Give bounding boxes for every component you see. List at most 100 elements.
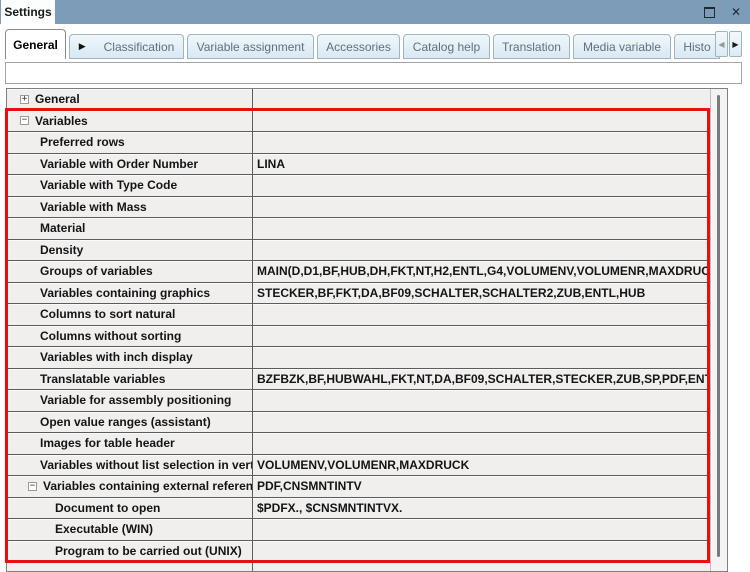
tab-catalog-help[interactable]: Catalog help (403, 34, 490, 59)
row-label: Variables with inch display (40, 350, 193, 365)
table-row[interactable]: Density (7, 239, 711, 261)
table-row[interactable]: Variable for assembly positioning (7, 390, 711, 412)
row-value[interactable]: STECKER,BF,FKT,DA,BF09,SCHALTER,SCHALTER… (257, 285, 646, 300)
row-label: Open value ranges (assistant) (40, 414, 211, 429)
scrollbar-thumb[interactable] (717, 95, 721, 557)
table-row[interactable]: − Variables (7, 110, 711, 132)
row-label: Document to open (55, 500, 161, 515)
table-row[interactable]: − Variables containing external reference… (7, 476, 711, 498)
collapse-icon[interactable]: − (28, 480, 37, 491)
table-row[interactable]: Open value ranges (assistant) (7, 411, 711, 433)
table-row[interactable]: Columns to sort natural (7, 304, 711, 326)
table-row[interactable]: Variable with Type Code (7, 175, 711, 197)
tab-scroll-right-button[interactable]: ▶ (729, 31, 742, 57)
row-label-cell: Variables containing graphics (7, 282, 253, 303)
row-label-cell: Program to be carried out (UNIX) (7, 540, 253, 561)
row-value[interactable] (253, 326, 710, 347)
vertical-scrollbar[interactable] (710, 89, 727, 571)
row-value[interactable] (253, 218, 710, 239)
tab-media-variable-label: Media variable (582, 39, 662, 54)
row-value[interactable] (253, 240, 710, 261)
row-label: Variable with Type Code (40, 178, 178, 193)
row-label: Density (40, 242, 84, 257)
row-value[interactable] (253, 412, 710, 433)
row-label-cell: Columns to sort natural (7, 304, 253, 325)
table-row[interactable]: Variable with Order Number LINA (7, 153, 711, 175)
close-button[interactable]: ✕ (729, 3, 743, 21)
row-label: Columns without sorting (40, 328, 182, 343)
table-row[interactable]: Material (7, 218, 711, 240)
table-row[interactable]: Document to open $PDFX., $CNSMNTINTVX. (7, 497, 711, 519)
table-row[interactable]: Program to be carried out (UNIX) (7, 540, 711, 562)
row-label: Translatable variables (40, 371, 166, 386)
row-label: Variable with Order Number (40, 156, 199, 171)
row-label: Variables containing external references (43, 479, 253, 494)
tab-general[interactable]: General (5, 29, 66, 59)
row-label: Material (40, 221, 86, 236)
window-buttons: ✕ (702, 0, 743, 24)
tab-variable-assignment[interactable]: Variable assignment (187, 34, 314, 59)
table-row-partial (7, 562, 711, 571)
table-row[interactable]: Images for table header (7, 433, 711, 455)
row-value[interactable] (253, 197, 710, 218)
tab-variable-assignment-label: Variable assignment (196, 39, 305, 54)
maximize-button[interactable] (702, 3, 716, 21)
row-label-cell: − Variables (7, 110, 253, 131)
table-row[interactable]: Executable (WIN) (7, 519, 711, 541)
row-value[interactable]: BZFBZK,BF,HUBWAHL,FKT,NT,DA,BF09,SCHALTE… (257, 371, 710, 386)
tab-classification[interactable]: ▶ Classification (69, 34, 184, 59)
maximize-icon (703, 6, 715, 18)
row-value[interactable] (253, 111, 710, 132)
row-label-cell: Variable with Type Code (7, 175, 253, 196)
row-label-cell: Variable for assembly positioning (7, 390, 253, 411)
row-value[interactable] (253, 541, 710, 562)
chevron-right-icon: ▶ (732, 39, 739, 49)
expand-icon[interactable]: + (20, 93, 29, 104)
table-row[interactable]: Translatable variables BZFBZK,BF,HUBWAHL,… (7, 368, 711, 390)
tab-scroll-buttons: ◀ ▶ (715, 31, 742, 57)
table-row[interactable]: + General (7, 89, 711, 111)
tab-history[interactable]: Histo (674, 34, 720, 59)
window-tab-settings[interactable]: Settings (1, 0, 55, 24)
row-value[interactable] (253, 519, 710, 540)
table-row[interactable]: Variable with Mass (7, 196, 711, 218)
row-value[interactable] (253, 304, 710, 325)
row-value[interactable]: $PDFX., $CNSMNTINTVX. (257, 500, 403, 515)
row-label-cell: Executable (WIN) (7, 519, 253, 540)
row-value[interactable]: MAIN(D,D1,BF,HUB,DH,FKT,NT,H2,ENTL,G4,VO… (257, 264, 710, 279)
tab-media-variable[interactable]: Media variable (573, 34, 671, 59)
row-value[interactable] (253, 175, 710, 196)
tab-scroll-left-button[interactable]: ◀ (715, 31, 728, 57)
row-value[interactable] (253, 390, 710, 411)
row-value[interactable] (253, 89, 710, 110)
tab-translation[interactable]: Translation (493, 34, 570, 59)
grid-rows: + General − Variables Preferred rows Variable… (7, 89, 711, 571)
row-value[interactable] (253, 433, 710, 454)
row-value[interactable]: PDF,CNSMNTINTV (257, 479, 362, 494)
row-value[interactable]: VOLUMENV,VOLUMENR,MAXDRUCK (257, 457, 470, 472)
title-bar: Settings ✕ (0, 0, 750, 24)
tab-accessories-label: Accessories (326, 39, 391, 54)
table-row[interactable]: Variables containing graphics STECKER,BF,… (7, 282, 711, 304)
row-label-cell: Groups of variables (7, 261, 253, 282)
row-value[interactable] (253, 347, 710, 368)
table-row[interactable]: Variables with inch display (7, 347, 711, 369)
collapse-icon[interactable]: − (20, 115, 29, 126)
tab-translation-label: Translation (502, 39, 561, 54)
row-label-cell: Variable with Order Number (7, 153, 253, 174)
row-value[interactable] (253, 132, 710, 153)
table-row[interactable]: Preferred rows (7, 132, 711, 154)
row-label-cell (7, 562, 253, 571)
table-row[interactable]: Variables without list selection in vert… (7, 454, 711, 476)
row-label: Variables containing graphics (40, 285, 211, 300)
tab-catalog-help-label: Catalog help (412, 39, 481, 54)
tab-accessories[interactable]: Accessories (317, 34, 400, 59)
tab-bar: General ▶ Classification Variable assignm… (5, 29, 742, 59)
filter-input[interactable] (5, 62, 742, 84)
table-row[interactable]: Columns without sorting (7, 325, 711, 347)
row-label: Groups of variables (40, 264, 153, 279)
row-value[interactable]: LINA (257, 156, 285, 171)
settings-grid: + General − Variables Preferred rows Variable… (6, 88, 728, 572)
row-label: Columns to sort natural (40, 307, 176, 322)
table-row[interactable]: Groups of variables MAIN(D,D1,BF,HUB,DH,F… (7, 261, 711, 283)
